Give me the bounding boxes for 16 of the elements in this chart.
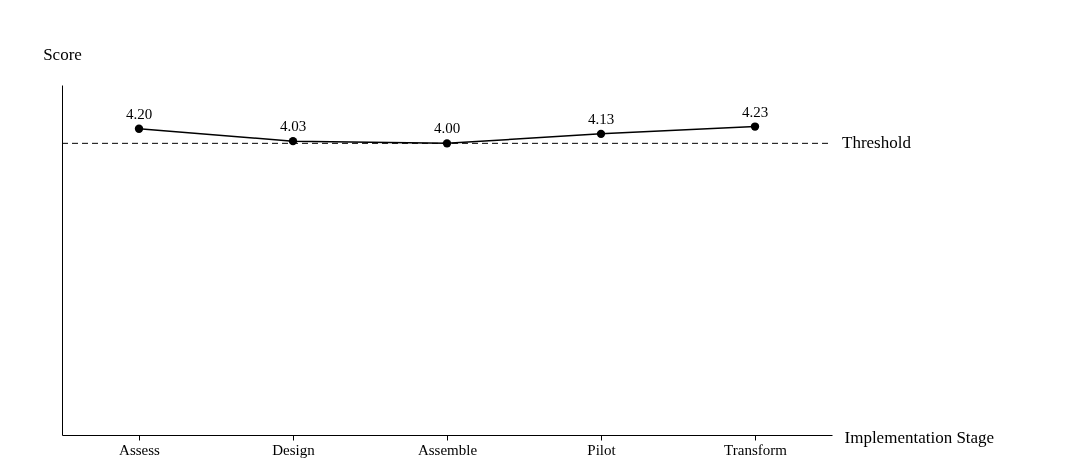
data-label: 4.13: [587, 110, 615, 127]
point: [596, 129, 606, 139]
x-axis-title: Implementation Stage: [844, 427, 995, 447]
x-tick-label: Design: [272, 441, 316, 458]
data-label: 4.20: [125, 105, 153, 122]
point: [134, 124, 144, 133]
x-tick-label: Assess: [119, 441, 161, 458]
y-axis-title: Score: [43, 44, 82, 64]
data-label: 4.00: [433, 120, 461, 137]
x-tick-label: Pilot: [587, 441, 617, 458]
point: [750, 122, 760, 131]
x-tick-label: Transform: [724, 441, 788, 458]
x-tick-label: Assemble: [417, 441, 478, 458]
data-label: 4.23: [741, 103, 769, 120]
ref-line-label: Threshold: [842, 133, 912, 153]
data-label: 4.03: [279, 118, 307, 135]
